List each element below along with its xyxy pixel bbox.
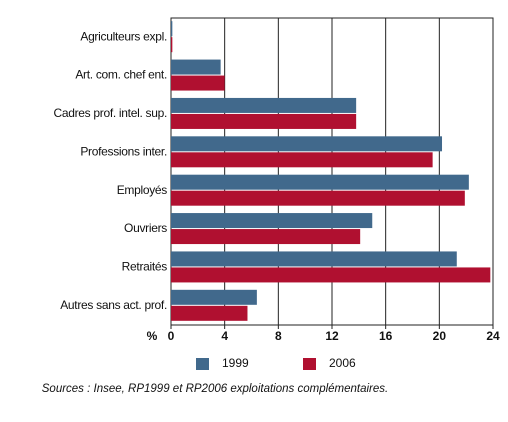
bar — [171, 251, 457, 267]
bar — [171, 229, 361, 245]
bar — [171, 97, 357, 113]
bar — [171, 289, 257, 305]
y-tick-label: Employés — [117, 183, 168, 197]
x-tick-label: 20 — [433, 329, 447, 343]
y-tick-label: Ouvriers — [124, 221, 167, 235]
y-tick-label: Cadres prof. intel. sup. — [53, 106, 167, 120]
bar — [171, 37, 173, 53]
source-note: Sources : Insee, RP1999 et RP2006 exploi… — [41, 383, 389, 395]
bar — [171, 267, 491, 283]
bar — [171, 305, 248, 321]
bar — [171, 113, 357, 129]
y-tick-label: Autres sans act. prof. — [60, 298, 167, 312]
bar — [171, 21, 173, 37]
x-tick-label: 8 — [275, 329, 282, 343]
x-tick-label: 24 — [486, 329, 500, 343]
x-axis-label: % — [147, 329, 158, 343]
bar — [171, 213, 373, 229]
y-tick-label: Art. com. chef ent. — [75, 68, 167, 82]
legend-swatch — [303, 358, 316, 370]
y-tick-label: Professions inter. — [80, 144, 167, 158]
bar — [171, 59, 221, 75]
bar — [171, 152, 433, 168]
x-tick-label: 0 — [168, 329, 175, 343]
legend-label: 1999 — [222, 356, 249, 370]
y-tick-label: Retraités — [122, 260, 168, 274]
x-tick-label: 4 — [221, 329, 228, 343]
legend-label: 2006 — [329, 356, 356, 370]
bar — [171, 136, 443, 152]
bar — [171, 174, 469, 190]
y-tick-label: Agriculteurs expl. — [80, 29, 167, 43]
bar — [171, 190, 465, 206]
bar — [171, 75, 225, 91]
x-tick-label: 12 — [325, 329, 339, 343]
x-tick-label: 16 — [379, 329, 393, 343]
legend-swatch — [196, 358, 209, 370]
chart: 0 4 8 12 16 20 24% Agriculteurs expl. Art. com. … — [53, 17, 500, 370]
